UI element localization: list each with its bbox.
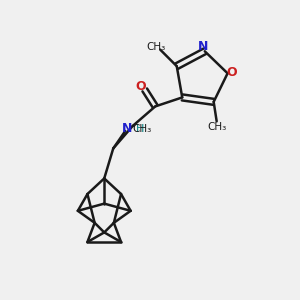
Text: CH₃: CH₃ [133, 124, 152, 134]
Text: N: N [122, 122, 133, 135]
Text: N: N [198, 40, 208, 53]
Text: CH₃: CH₃ [208, 122, 227, 132]
Text: H: H [136, 124, 144, 134]
Text: CH₃: CH₃ [147, 42, 166, 52]
Text: O: O [135, 80, 146, 93]
Text: O: O [226, 66, 236, 79]
